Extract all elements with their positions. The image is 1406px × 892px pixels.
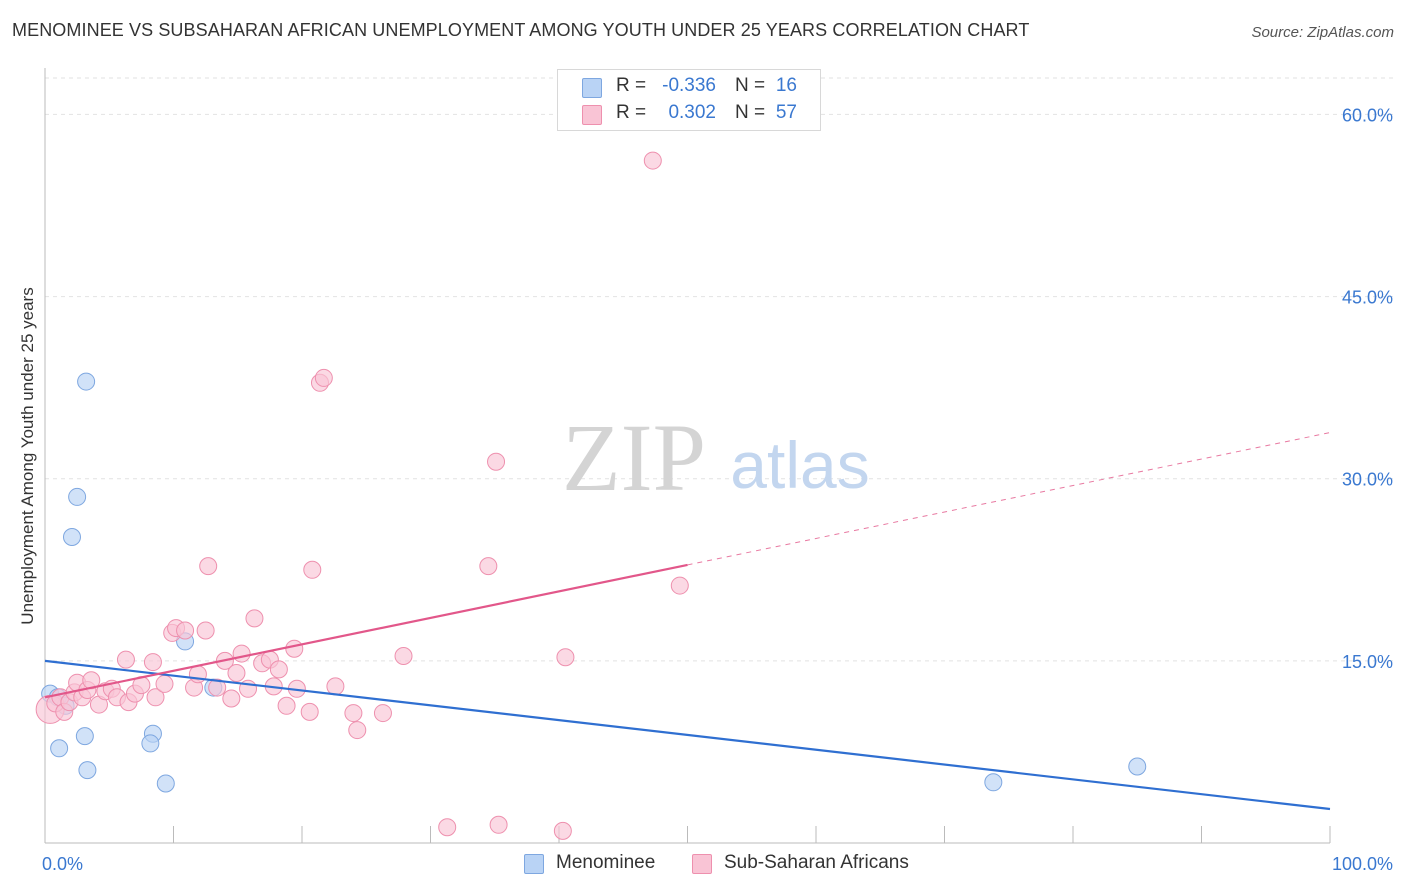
subsaharan-point xyxy=(314,368,333,387)
subsaharan-point xyxy=(199,557,218,576)
bottom-legend-swatch-subsaharan xyxy=(692,854,712,874)
legend-n-label: N = xyxy=(735,75,766,96)
subsaharan-point xyxy=(670,576,689,595)
chart-title: MENOMINEE VS SUBSAHARAN AFRICAN UNEMPLOY… xyxy=(12,20,1030,40)
menominee-point xyxy=(77,372,96,391)
legend-r-value: 0.302 xyxy=(668,102,716,123)
menominee-point xyxy=(141,734,160,753)
legend-n-value: 57 xyxy=(775,102,797,123)
menominee-point xyxy=(78,761,97,780)
menominee-point xyxy=(984,773,1003,792)
legend-r-value: -0.336 xyxy=(662,75,716,96)
legend-n-label: N = xyxy=(735,102,766,123)
trend-lines xyxy=(44,432,1331,811)
legend-n-value: 16 xyxy=(775,75,797,96)
menominee-point xyxy=(1128,757,1147,776)
y-tick-label: 60.0% xyxy=(1342,105,1393,125)
subsaharan-point xyxy=(326,677,345,696)
subsaharan-point xyxy=(232,644,251,663)
watermark-zip: ZIP xyxy=(562,404,706,511)
x-tick-label: 100.0% xyxy=(1332,854,1393,874)
y-tick-label: 45.0% xyxy=(1342,288,1393,308)
menominee-point xyxy=(62,528,81,546)
subsaharan-point xyxy=(553,821,572,840)
correlation-legend: R = -0.336 N = 16 R = 0.302 N = 57 xyxy=(557,69,821,131)
legend-r-label: R = xyxy=(616,75,647,96)
subsaharan-point xyxy=(303,560,322,579)
axes xyxy=(44,68,1331,844)
subsaharan-point xyxy=(222,689,241,708)
subsaharan-point xyxy=(277,696,296,715)
y-tick-label: 30.0% xyxy=(1342,470,1393,490)
subsaharan-point xyxy=(643,151,662,170)
subsaharan-point xyxy=(556,648,575,667)
watermark: ZIP atlas xyxy=(562,404,870,511)
menominee-trend-line xyxy=(44,659,1331,811)
bottom-legend-swatch-menominee xyxy=(524,854,544,874)
subsaharan-point xyxy=(116,650,135,669)
tick-labels: 15.0% 30.0% 45.0% 60.0% 0.0% 100.0% xyxy=(42,105,1393,874)
subsaharan-point xyxy=(487,452,506,471)
subsaharan-point xyxy=(344,704,363,723)
subsaharan-point xyxy=(155,674,174,693)
subsaharan-point xyxy=(489,815,508,834)
subsaharan-point xyxy=(143,653,162,672)
grid-lines xyxy=(45,77,1395,662)
subsaharan-point xyxy=(269,660,288,679)
legend-r-label: R = xyxy=(616,102,647,123)
legend-swatch-subsaharan xyxy=(582,105,602,125)
subsaharan-point xyxy=(227,664,246,682)
legend-swatch-menominee xyxy=(582,78,602,98)
source-label: Source: ZipAtlas.com xyxy=(1251,24,1394,41)
subsaharan-point xyxy=(285,639,304,658)
y-tick-label: 15.0% xyxy=(1342,652,1393,672)
x-tick-label: 0.0% xyxy=(42,854,83,874)
subsaharan-point xyxy=(479,557,498,576)
subsaharan-point xyxy=(438,818,457,837)
subsaharan-point xyxy=(146,688,165,707)
subsaharan-point xyxy=(176,621,195,640)
menominee-point xyxy=(75,727,94,746)
bottom-legend-label: Menominee xyxy=(556,852,656,873)
subsaharan-point xyxy=(373,704,392,723)
y-axis-label: Unemployment Among Youth under 25 years xyxy=(18,287,37,625)
subsaharan-point xyxy=(348,721,367,740)
subsaharan-point xyxy=(208,678,227,697)
watermark-atlas: atlas xyxy=(730,428,869,502)
menominee-point xyxy=(68,487,87,506)
subsaharan-trend-line xyxy=(44,563,688,699)
menominee-point xyxy=(50,739,69,758)
subsaharan-point xyxy=(394,647,413,665)
bottom-legend-label: Sub-Saharan Africans xyxy=(724,852,909,873)
subsaharan-point xyxy=(300,702,319,721)
subsaharan-point xyxy=(245,609,264,628)
subsaharan-point xyxy=(196,621,215,640)
menominee-point xyxy=(156,774,175,793)
